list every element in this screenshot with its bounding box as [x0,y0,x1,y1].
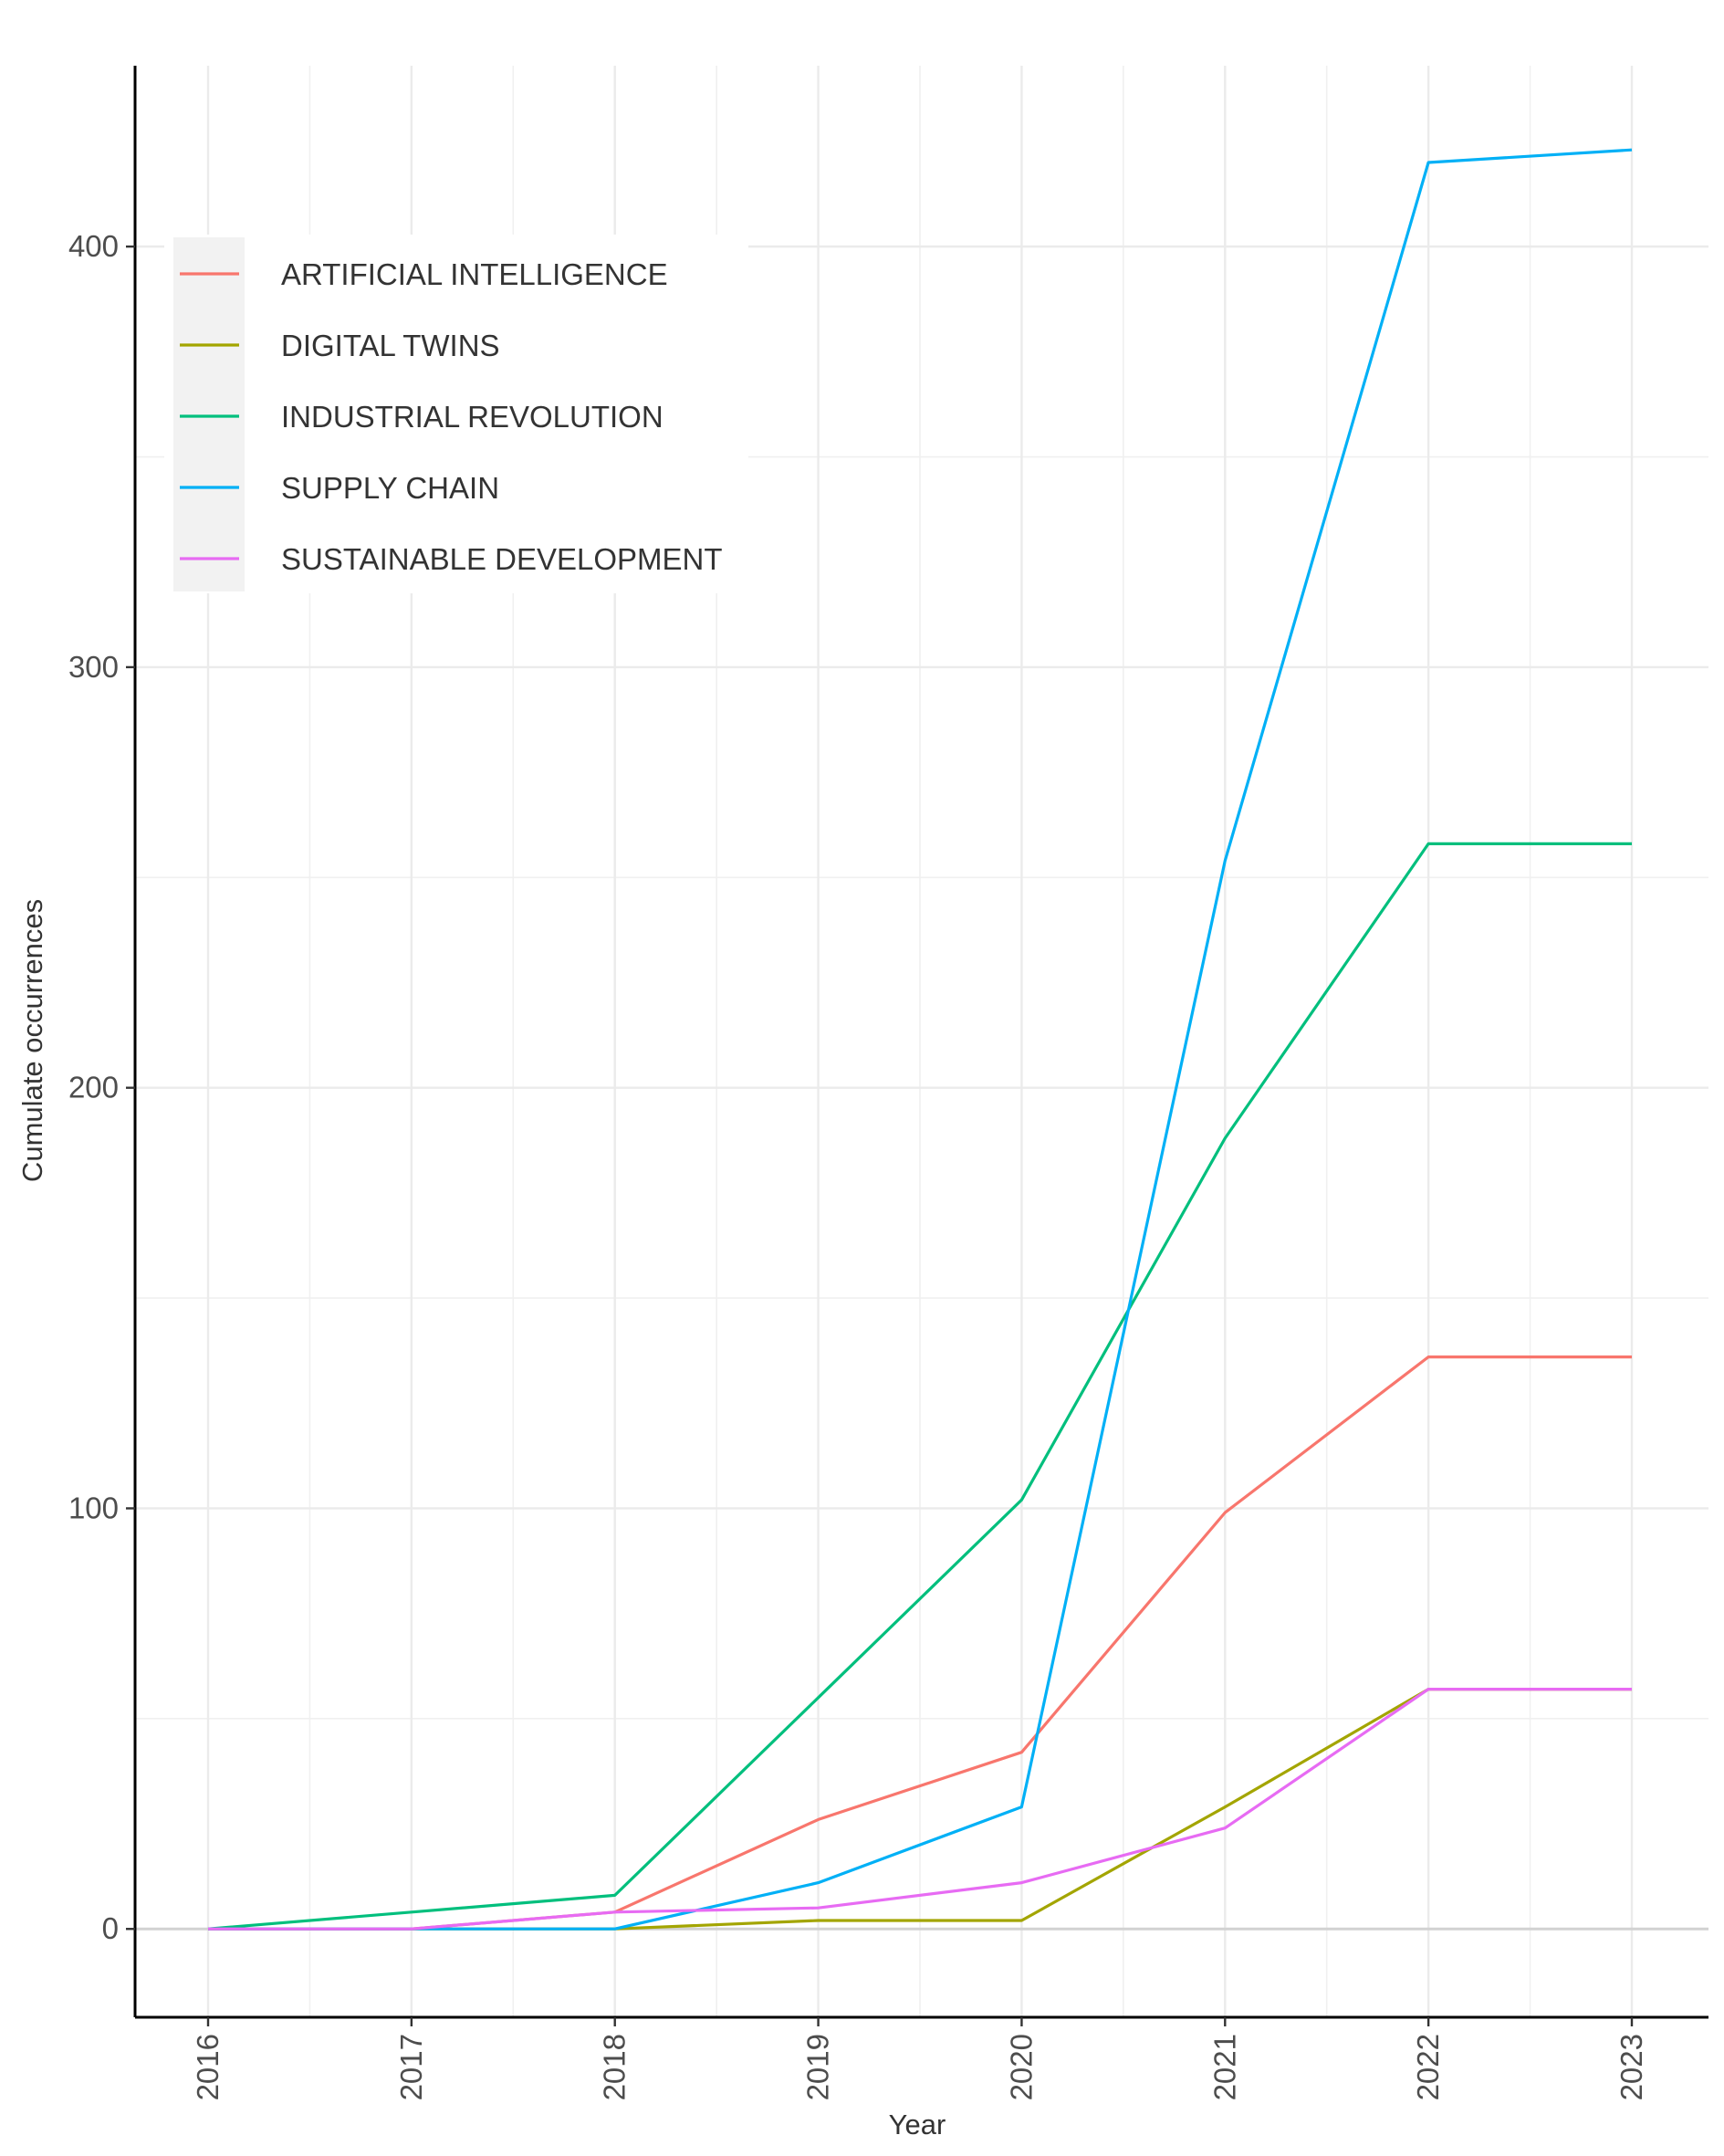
axes [133,66,1708,2019]
series-line-industrial-revolution [207,842,1632,1931]
y-axis-title: Cumulate occurrences [16,899,48,1182]
legend: ARTIFICIAL INTELLIGENCE DIGITAL TWINS INDU… [164,235,748,593]
x-tick-label: 2022 [1411,2034,1445,2100]
series-line-supply-chain [208,148,1633,1931]
x-tick-label: 2021 [1207,2034,1241,2100]
y-tick-label: 200 [68,1071,119,1104]
x-tick-label: 2017 [394,2034,428,2100]
legend-label: ARTIFICIAL INTELLIGENCE [281,257,668,291]
x-tick-label: 2020 [1004,2034,1038,2100]
y-tick-label: 0 [102,1911,119,1945]
series-lines [207,148,1633,1931]
y-tick-label: 400 [68,229,119,263]
legend-background [164,235,748,593]
x-tick-label: 2019 [801,2034,835,2100]
x-tick-label: 2016 [191,2034,225,2100]
legend-label: DIGITAL TWINS [281,329,500,362]
legend-label: INDUSTRIAL REVOLUTION [281,400,663,434]
x-tick-label: 2023 [1614,2034,1648,2100]
y-tick-label: 100 [68,1491,119,1524]
x-axis-title: Year [889,2109,946,2140]
tick-labels: 0 100 200 300 400 2016 2017 2018 2019 2020 2021 202… [68,229,1648,2100]
y-tick-label: 300 [68,650,119,684]
legend-label: SUSTAINABLE DEVELOPMENT [281,542,723,576]
legend-label: SUPPLY CHAIN [281,471,499,505]
series-line-sustainable-development [208,1687,1632,1931]
x-tick-label: 2018 [598,2034,632,2100]
legend-key-background [173,237,245,591]
